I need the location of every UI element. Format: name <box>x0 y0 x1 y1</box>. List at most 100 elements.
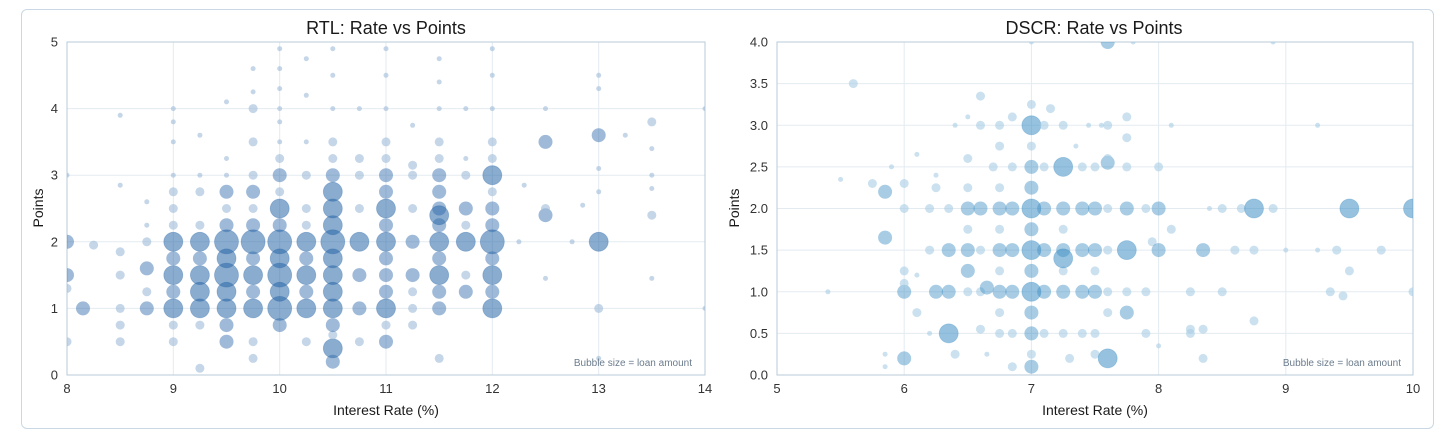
rtl-bubble-point[interactable] <box>250 66 256 72</box>
rtl-bubble-point[interactable] <box>647 117 657 127</box>
rtl-bubble-point[interactable] <box>482 298 503 319</box>
rtl-bubble-point[interactable] <box>277 66 283 72</box>
dscr-bubble-point[interactable] <box>889 164 894 170</box>
rtl-bubble-point[interactable] <box>272 168 287 183</box>
dscr-bubble-point[interactable] <box>1056 243 1071 258</box>
dscr-bubble-point[interactable] <box>1156 343 1162 349</box>
rtl-bubble-point[interactable] <box>328 137 338 147</box>
dscr-bubble-point[interactable] <box>1249 316 1259 326</box>
rtl-bubble-point[interactable] <box>322 215 343 236</box>
rtl-bubble-point[interactable] <box>487 187 497 197</box>
dscr-bubble-point[interactable] <box>960 201 975 216</box>
rtl-bubble-point[interactable] <box>168 337 178 347</box>
dscr-bubble-point[interactable] <box>1207 206 1212 211</box>
rtl-bubble-point[interactable] <box>647 210 657 220</box>
rtl-bubble-point[interactable] <box>485 284 500 299</box>
dscr-bubble-point[interactable] <box>963 287 973 297</box>
rtl-bubble-point[interactable] <box>189 265 210 286</box>
rtl-bubble-point[interactable] <box>352 268 367 283</box>
dscr-bubble-point[interactable] <box>1007 328 1017 338</box>
rtl-bubble-point[interactable] <box>432 184 447 199</box>
dscr-bubble-point[interactable] <box>995 328 1005 338</box>
rtl-bubble-point[interactable] <box>405 234 420 249</box>
dscr-bubble-point[interactable] <box>1086 122 1092 128</box>
rtl-bubble-point[interactable] <box>381 137 391 147</box>
rtl-bubble-point[interactable] <box>330 46 336 52</box>
rtl-bubble-point[interactable] <box>383 106 389 112</box>
rtl-bubble-point[interactable] <box>702 305 708 311</box>
rtl-bubble-point[interactable] <box>60 234 74 249</box>
rtl-bubble-point[interactable] <box>248 137 258 147</box>
dscr-bubble-point[interactable] <box>995 183 1005 193</box>
dscr-bubble-point[interactable] <box>1007 362 1017 372</box>
rtl-bubble-point[interactable] <box>349 231 370 252</box>
rtl-bubble-point[interactable] <box>538 134 553 149</box>
rtl-bubble-point[interactable] <box>219 184 234 199</box>
dscr-bubble-point[interactable] <box>1088 284 1102 299</box>
rtl-bubble-point[interactable] <box>166 284 181 299</box>
dscr-bubble-point[interactable] <box>1024 180 1039 195</box>
dscr-bubble-point[interactable] <box>897 351 912 366</box>
dscr-bubble-point[interactable] <box>1122 133 1132 143</box>
rtl-bubble-point[interactable] <box>63 283 72 293</box>
dscr-bubble-point[interactable] <box>992 201 1007 216</box>
dscr-bubble-point[interactable] <box>1344 266 1354 276</box>
dscr-bubble-point[interactable] <box>1028 40 1034 45</box>
dscr-bubble-point[interactable] <box>1268 204 1278 213</box>
dscr-bubble-point[interactable] <box>1103 245 1113 255</box>
dscr-bubble-point[interactable] <box>933 172 939 178</box>
dscr-bubble-point[interactable] <box>1283 247 1289 253</box>
rtl-bubble-point[interactable] <box>463 156 469 161</box>
dscr-bubble-point[interactable] <box>1185 287 1195 297</box>
rtl-bubble-point[interactable] <box>379 168 393 183</box>
dscr-bubble-point[interactable] <box>1005 201 1020 216</box>
rtl-bubble-point[interactable] <box>489 46 495 52</box>
rtl-bubble-point[interactable] <box>222 204 231 213</box>
dscr-bubble-point[interactable] <box>1088 201 1102 216</box>
rtl-bubble-point[interactable] <box>243 298 264 319</box>
dscr-bubble-point[interactable] <box>1217 204 1227 213</box>
rtl-bubble-point[interactable] <box>168 204 178 213</box>
rtl-bubble-point[interactable] <box>248 337 258 347</box>
rtl-bubble-point[interactable] <box>142 237 152 247</box>
dscr-bubble-point[interactable] <box>1103 308 1113 318</box>
rtl-bubble-point[interactable] <box>436 56 442 62</box>
rtl-bubble-point[interactable] <box>379 268 393 283</box>
dscr-bubble-point[interactable] <box>1325 287 1335 297</box>
rtl-bubble-point[interactable] <box>596 72 602 78</box>
dscr-bubble-point[interactable] <box>1024 305 1039 320</box>
rtl-bubble-point[interactable] <box>434 353 444 363</box>
dscr-bubble-point[interactable] <box>1021 240 1042 261</box>
dscr-bubble-point[interactable] <box>988 162 998 172</box>
rtl-bubble-point[interactable] <box>142 287 152 297</box>
rtl-bubble-point[interactable] <box>410 122 416 128</box>
dscr-bubble-point[interactable] <box>1376 245 1386 255</box>
rtl-bubble-point[interactable] <box>489 72 495 78</box>
dscr-bubble-point[interactable] <box>965 114 971 120</box>
rtl-bubble-point[interactable] <box>277 139 283 145</box>
dscr-bubble-point[interactable] <box>1098 122 1104 128</box>
rtl-bubble-point[interactable] <box>543 106 548 112</box>
rtl-bubble-point[interactable] <box>487 137 497 147</box>
rtl-bubble-point[interactable] <box>301 337 311 347</box>
rtl-bubble-point[interactable] <box>379 251 393 266</box>
dscr-bubble-point[interactable] <box>1130 40 1136 45</box>
dscr-bubble-point[interactable] <box>1005 243 1020 258</box>
dscr-bubble-point[interactable] <box>1122 112 1132 122</box>
rtl-bubble-point[interactable] <box>240 229 266 255</box>
rtl-bubble-point[interactable] <box>246 284 261 299</box>
dscr-bubble-point[interactable] <box>1103 287 1113 297</box>
rtl-bubble-point[interactable] <box>482 165 503 186</box>
rtl-bubble-point[interactable] <box>325 318 340 333</box>
dscr-bubble-point[interactable] <box>1100 35 1115 49</box>
dscr-bubble-point[interactable] <box>1026 141 1036 151</box>
dscr-bubble-point[interactable] <box>1119 305 1134 320</box>
rtl-bubble-point[interactable] <box>166 251 181 266</box>
rtl-bubble-point[interactable] <box>434 154 444 163</box>
dscr-bubble-point[interactable] <box>1090 162 1100 172</box>
rtl-bubble-point[interactable] <box>296 231 317 252</box>
rtl-bubble-point[interactable] <box>192 251 207 266</box>
rtl-bubble-point[interactable] <box>591 128 606 143</box>
dscr-bubble-point[interactable] <box>992 243 1007 258</box>
rtl-bubble-point[interactable] <box>322 265 343 286</box>
